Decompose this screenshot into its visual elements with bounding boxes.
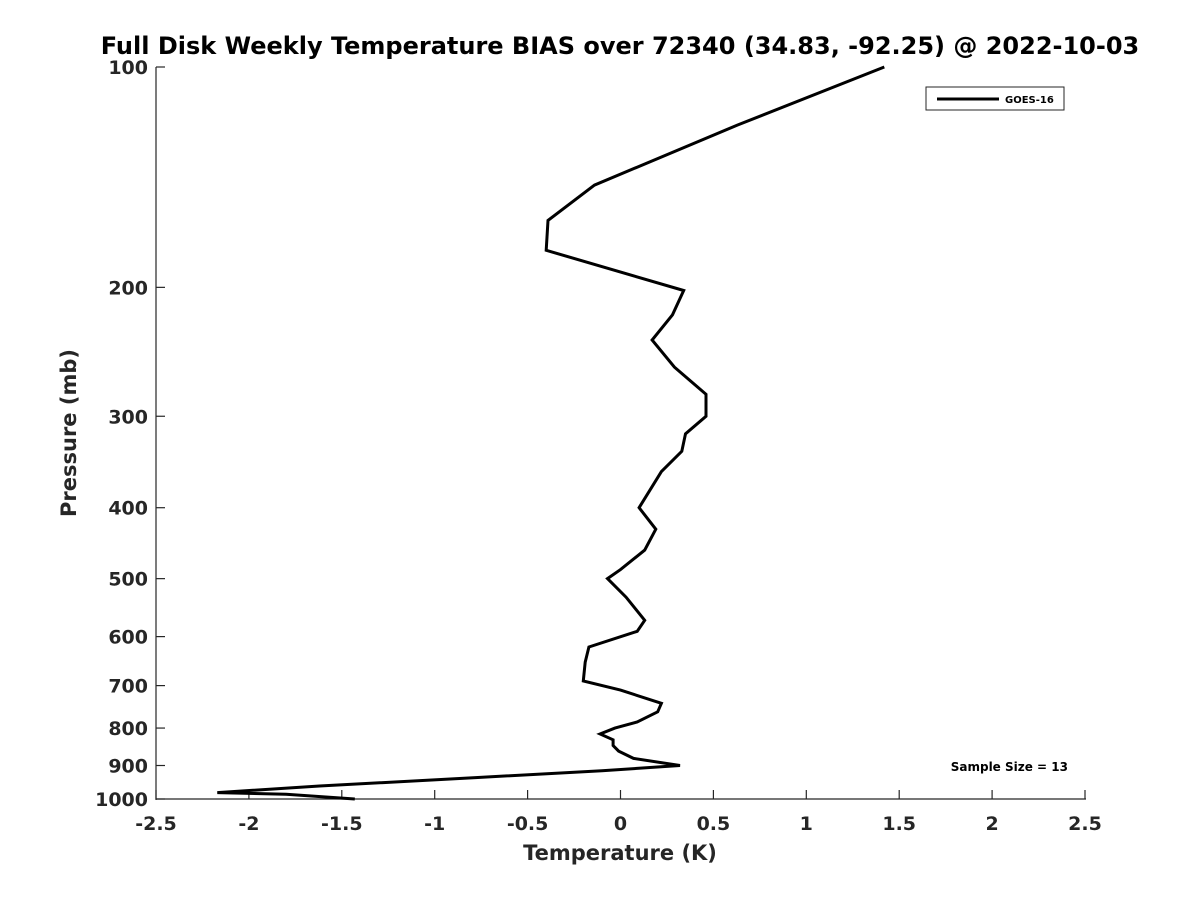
y-axis-label: Pressure (mb) xyxy=(57,349,81,517)
sample-size-annotation: Sample Size = 13 xyxy=(951,760,1068,774)
y-tick-label: 200 xyxy=(108,277,148,299)
y-tick-label: 500 xyxy=(108,569,148,591)
x-tick-label: 2.5 xyxy=(1068,813,1102,835)
x-tick-label: 1 xyxy=(800,813,813,835)
y-tick-label: 700 xyxy=(108,676,148,698)
y-tick-label: 600 xyxy=(108,627,148,649)
y-tick-label: 300 xyxy=(108,406,148,428)
x-tick-label: 0 xyxy=(614,813,627,835)
legend: GOES-16 xyxy=(925,86,1065,111)
series-line-goes-16 xyxy=(217,65,885,801)
x-tick-label: 1.5 xyxy=(882,813,916,835)
y-ticks: 100 200 300 400 500 600 700 800 900 1000 xyxy=(95,57,165,811)
x-axis-label: Temperature (K) xyxy=(523,841,717,865)
x-tick-label: -2 xyxy=(238,813,259,835)
x-tick-label: -0.5 xyxy=(507,813,549,835)
series-group xyxy=(217,65,885,801)
x-tick-label: -2.5 xyxy=(135,813,177,835)
x-tick-label: -1 xyxy=(424,813,445,835)
legend-label: GOES-16 xyxy=(1005,95,1054,106)
y-tick-label: 1000 xyxy=(95,789,148,811)
x-tick-label: 2 xyxy=(985,813,998,835)
y-tick-label: 100 xyxy=(108,57,148,79)
x-tick-label: 0.5 xyxy=(697,813,731,835)
y-tick-label: 900 xyxy=(108,756,148,778)
y-tick-label: 800 xyxy=(108,718,148,740)
x-ticks: -2.5 -2 -1.5 -1 -0.5 0 0.5 1 1.5 2 2.5 xyxy=(135,790,1102,835)
x-tick-label: -1.5 xyxy=(321,813,363,835)
y-tick-label: 400 xyxy=(108,498,148,520)
chart-title: Full Disk Weekly Temperature BIAS over 7… xyxy=(101,32,1140,60)
